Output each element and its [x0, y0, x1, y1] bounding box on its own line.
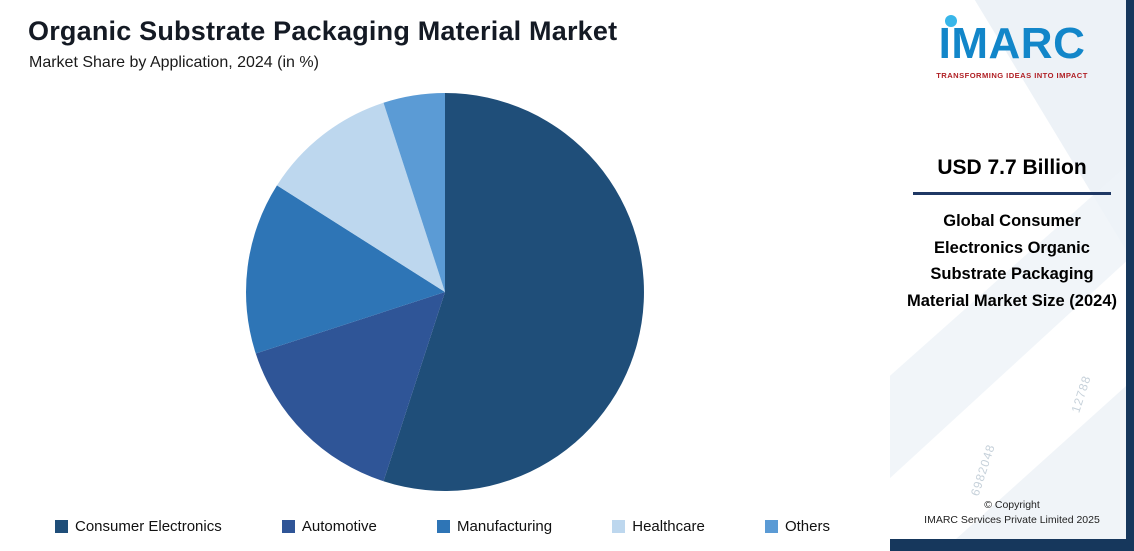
pie-chart: [246, 93, 644, 491]
legend-swatch-manufacturing: [437, 520, 451, 533]
copyright-line1: © Copyright: [984, 498, 1040, 511]
legend-item-consumer-electronics: Consumer Electronics: [55, 518, 222, 535]
legend-swatch-consumer-electronics: [55, 520, 68, 533]
brand-tagline: TRANSFORMING IDEAS INTO IMPACT: [936, 71, 1088, 80]
legend-item-others: Others: [764, 518, 830, 535]
pie-slice-healthcare: [276, 102, 445, 293]
chart-legend: Consumer Electronics Automotive Manufact…: [0, 518, 890, 551]
legend-swatch-healthcare: [612, 520, 626, 533]
pie-slice-manufacturing: [246, 185, 445, 354]
legend-label-consumer-electronics: Consumer Electronics: [75, 518, 222, 535]
divider: [913, 192, 1111, 195]
logo-dot-icon: [944, 15, 957, 27]
legend-item-manufacturing: Manufacturing: [437, 518, 552, 535]
bottom-navy-band: [890, 539, 1134, 551]
pie-slice-consumer-electronics: [383, 93, 644, 491]
watermark-number: 6982048: [967, 442, 998, 498]
copyright-line2: IMARC Services Private Limited 2025: [924, 514, 1100, 527]
legend-item-automotive: Automotive: [281, 518, 377, 535]
legend-label-manufacturing: Manufacturing: [457, 518, 553, 535]
pie-slice-automotive: [255, 292, 445, 482]
watermark-number: 12788: [1068, 373, 1094, 415]
pie-slice-others: [383, 93, 445, 292]
legend-item-healthcare: Healthcare: [612, 518, 705, 535]
chart-header: Organic Substrate Packaging Material Mar…: [0, 0, 890, 72]
right-navy-band: [1126, 0, 1134, 551]
market-size-value: USD 7.7 Billion: [937, 156, 1087, 179]
chart-subtitle: Market Share by Application, 2024 (in %): [29, 54, 319, 71]
copyright: © Copyright IMARC Services Private Limit…: [890, 498, 1134, 530]
chart-title: Organic Substrate Packaging Material Mar…: [28, 16, 618, 46]
legend-label-healthcare: Healthcare: [632, 518, 705, 535]
chart-panel: Organic Substrate Packaging Material Mar…: [0, 0, 890, 551]
legend-label-others: Others: [784, 518, 830, 535]
legend-swatch-others: [764, 520, 778, 533]
legend-label-automotive: Automotive: [301, 518, 377, 535]
legend-swatch-automotive: [281, 520, 295, 533]
logo-wordmark: IMARC: [938, 19, 1086, 68]
market-size-label: Global Consumer Electronics Organic Subs…: [906, 212, 1117, 311]
brand-sidebar: 6982048 12788 IMARC TRANSFORMING IDEAS I…: [890, 0, 1134, 551]
imarc-logo: IMARC: [938, 15, 1086, 68]
pie-chart-area: [0, 66, 890, 518]
